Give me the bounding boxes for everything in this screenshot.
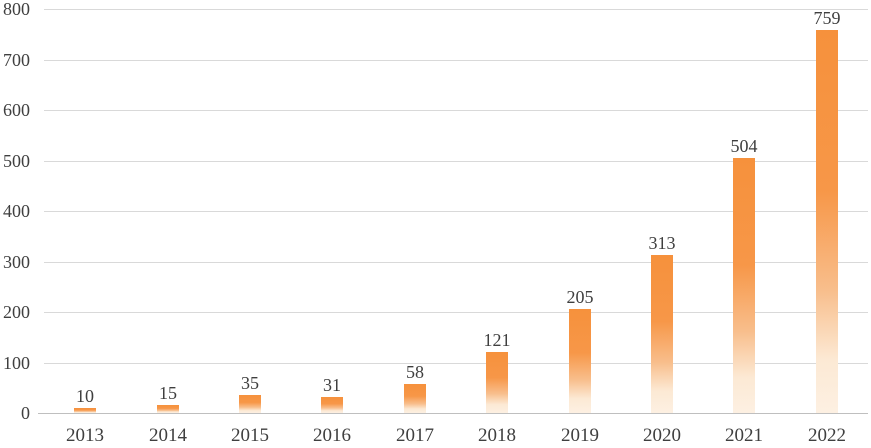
bar-2021 — [733, 158, 755, 413]
x-axis-category-label: 2013 — [66, 425, 104, 446]
x-axis-category-label: 2015 — [231, 425, 269, 446]
gridline — [44, 161, 868, 162]
y-axis-tick-label: 700 — [3, 50, 30, 70]
bar-value-label: 31 — [323, 375, 341, 395]
bar-2013 — [74, 408, 96, 413]
bar-2014 — [157, 405, 179, 413]
bar-2019 — [569, 309, 591, 413]
bar-value-label: 35 — [241, 373, 259, 393]
gridline — [44, 211, 868, 212]
bar-value-label: 15 — [159, 383, 177, 403]
x-axis-category-label: 2018 — [478, 425, 516, 446]
y-axis-tick-label: 100 — [3, 353, 30, 373]
y-axis-tick-label: 800 — [3, 0, 30, 19]
y-axis-tick-label: 0 — [21, 403, 30, 423]
y-axis-tick-label: 300 — [3, 252, 30, 272]
bar-value-label: 10 — [76, 386, 94, 406]
bar-value-label: 58 — [406, 362, 424, 382]
bar-value-label: 759 — [813, 8, 841, 28]
x-axis-line — [38, 413, 868, 414]
bar-2016 — [321, 397, 343, 413]
x-axis-category-label: 2017 — [396, 425, 434, 446]
bar-2020 — [651, 255, 673, 413]
bar-value-label: 504 — [730, 136, 758, 156]
gridline — [44, 363, 868, 364]
bar-value-label: 205 — [566, 287, 594, 307]
x-axis-category-label: 2016 — [313, 425, 351, 446]
x-axis-category-label: 2014 — [149, 425, 187, 446]
bar-2017 — [404, 384, 426, 413]
y-axis-tick-label: 500 — [3, 151, 30, 171]
x-axis-category-label: 2019 — [561, 425, 599, 446]
gridline — [44, 9, 868, 10]
x-axis-category-label: 2020 — [643, 425, 681, 446]
gridline — [44, 312, 868, 313]
bar-2015 — [239, 395, 261, 413]
bar-value-label: 313 — [648, 233, 676, 253]
gridline — [44, 60, 868, 61]
y-axis-tick-label: 200 — [3, 302, 30, 322]
gridline — [44, 110, 868, 111]
bar-value-label: 121 — [483, 330, 511, 350]
x-axis-category-label: 2021 — [725, 425, 763, 446]
y-axis-tick-label: 600 — [3, 100, 30, 120]
y-axis-tick-label: 400 — [3, 201, 30, 221]
bar-2018 — [486, 352, 508, 413]
x-axis-category-label: 2022 — [808, 425, 846, 446]
bar-2022 — [816, 30, 838, 413]
gridline — [44, 262, 868, 263]
